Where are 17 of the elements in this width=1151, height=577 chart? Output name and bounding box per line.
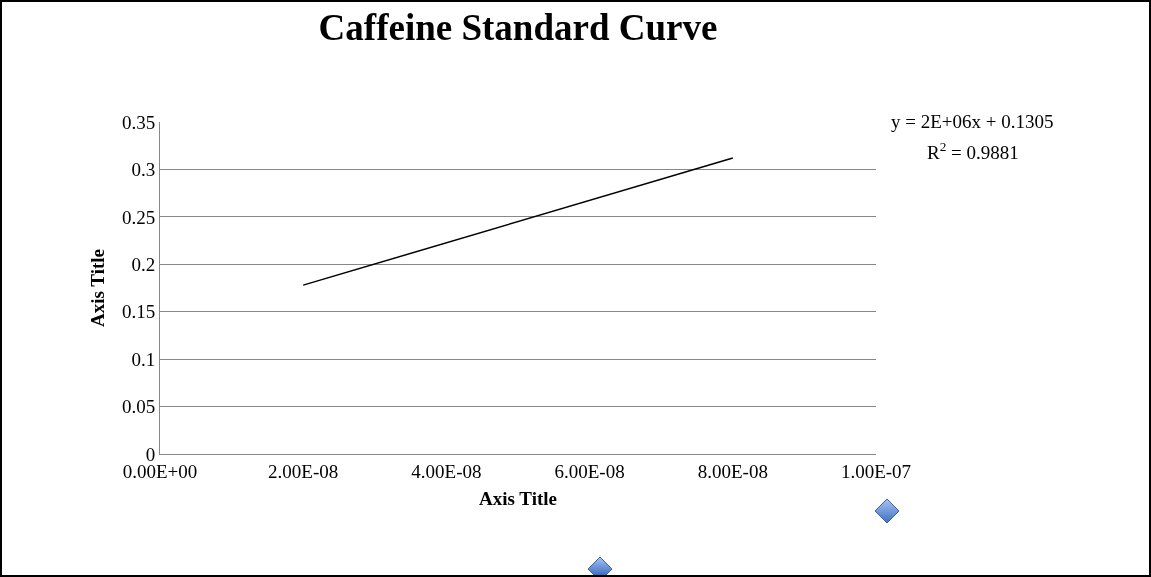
y-axis-title: Axis Title — [86, 249, 108, 327]
x-tick-label: 1.00E-07 — [840, 460, 912, 482]
y-tick-label: 0.25 — [121, 206, 156, 228]
text: R$^{2}$ = 0.9881 — [927, 139, 1019, 163]
chart-title: Caffeine Standard Curve — [318, 7, 718, 49]
y-tick-label: 0.1 — [131, 348, 156, 370]
x-tick-label: 2.00E-08 — [268, 460, 339, 482]
y-tick-label: 0.2 — [131, 253, 156, 275]
x-tick-label: 8.00E-08 — [697, 460, 768, 482]
x-tick-label: 6.00E-08 — [554, 460, 625, 482]
y-tick-label: 0.3 — [131, 159, 156, 181]
x-axis-title: Axis Title — [479, 487, 557, 509]
y-tick-label: 0.15 — [121, 301, 156, 323]
x-tick-label: 4.00E-08 — [411, 460, 482, 482]
y-tick-label: 0.05 — [121, 396, 156, 418]
text: y = 2E+06x + 0.1305 — [891, 111, 1054, 132]
y-tick-label: 0.35 — [121, 111, 156, 133]
